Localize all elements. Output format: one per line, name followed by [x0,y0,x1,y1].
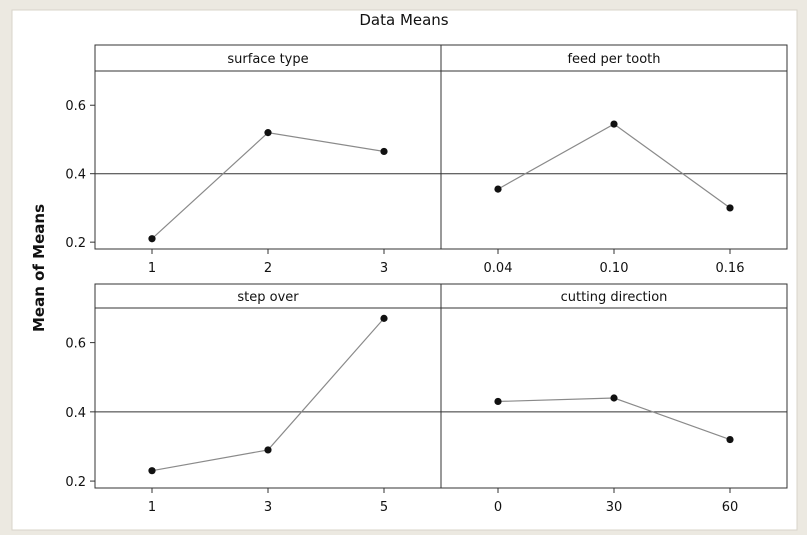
y-tick-label: 0.4 [65,406,86,421]
y-tick-label: 0.2 [65,236,86,251]
data-point [494,397,502,406]
y-tick-label: 0.6 [65,99,86,114]
chart-title: Data Means [359,11,448,29]
y-tick-label: 0.6 [65,337,86,352]
data-point [610,120,618,128]
x-tick-label: 2 [264,261,272,276]
data-point [264,446,272,454]
panel-plot-area [94,70,442,250]
data-point [148,235,156,243]
x-tick-label: 3 [380,261,388,276]
strip-label: cutting direction [561,290,668,305]
data-point [264,129,272,137]
data-point [726,435,734,444]
data-point [494,185,502,193]
y-tick-label: 0.2 [65,475,86,490]
y-tick-label: 0.4 [65,168,86,183]
strip-label: step over [237,290,299,305]
x-tick-label: 60 [722,500,739,515]
strip-label: feed per tooth [567,52,660,67]
x-tick-label: 0.04 [484,261,513,276]
x-tick-label: 5 [380,500,388,515]
data-point [726,204,734,212]
x-tick-label: 1 [148,261,156,276]
x-tick-label: 0 [494,500,502,515]
strip-header [94,44,442,72]
strip-label: surface type [227,52,308,67]
panel-plot-area [440,70,788,250]
panel-plot-area [94,307,442,489]
x-tick-label: 30 [606,500,623,515]
panels-group: surface type 1 2 3 0.2 0.4 0.6 feed per tooth 0.… [65,44,788,515]
data-point [610,394,618,402]
data-point [148,467,156,475]
x-tick-label: 1 [148,500,156,515]
x-tick-label: 0.16 [716,261,745,276]
data-point [380,147,388,156]
x-tick-label: 3 [264,500,272,515]
strip-header [440,283,788,309]
y-axis-label: Mean of Means [30,204,48,332]
data-point [380,314,388,322]
x-tick-label: 0.10 [600,261,629,276]
strip-header [94,283,442,309]
